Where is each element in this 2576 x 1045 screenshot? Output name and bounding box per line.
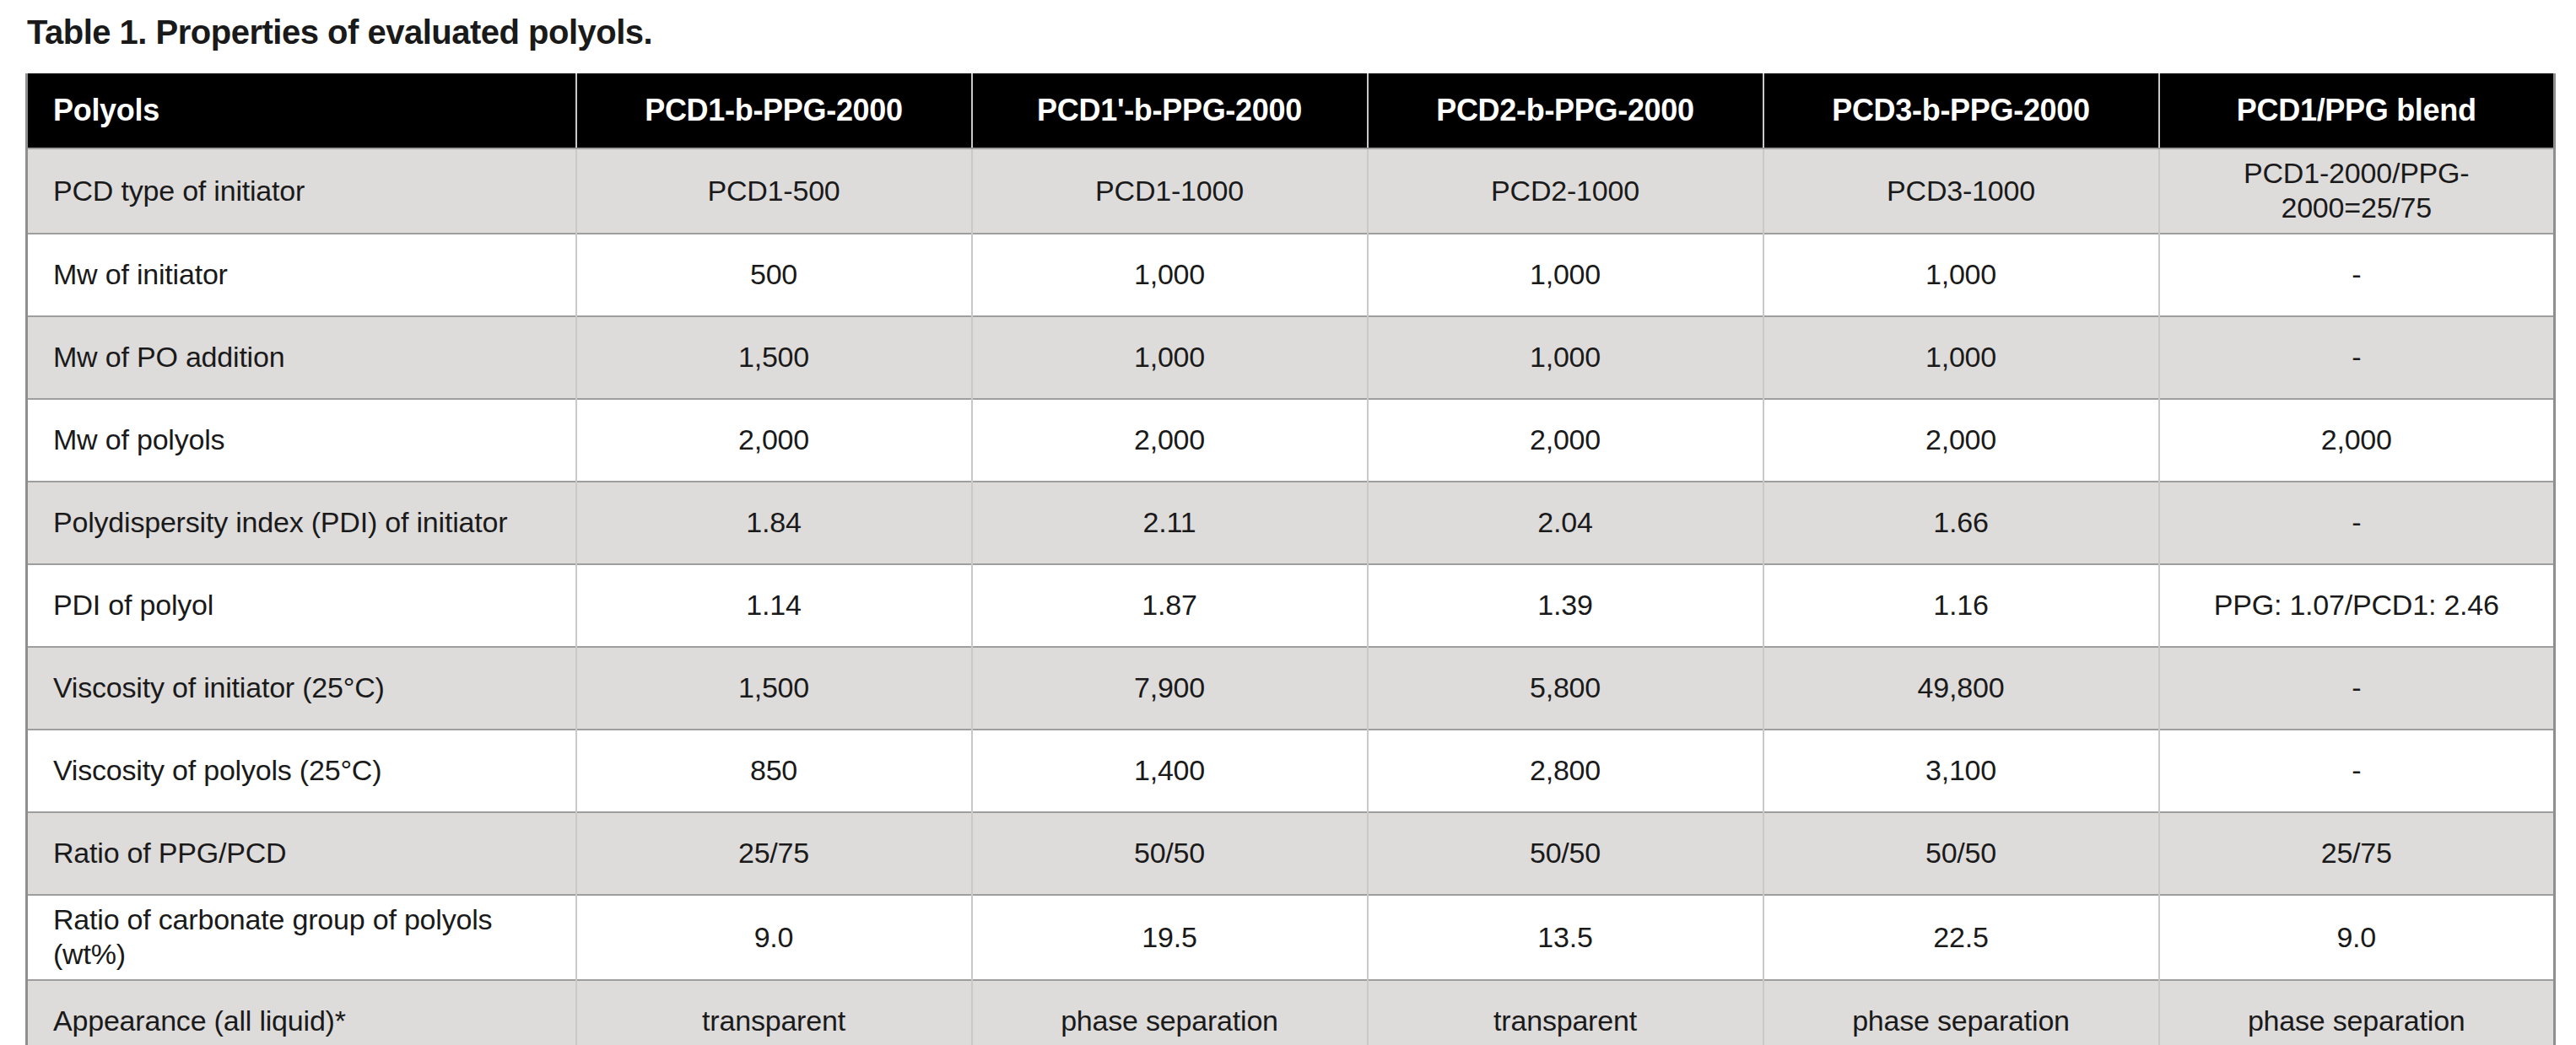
cell: phase separation bbox=[2159, 980, 2555, 1045]
row-label: Appearance (all liquid)* bbox=[27, 980, 576, 1045]
cell: 50/50 bbox=[972, 812, 1368, 895]
cell: 850 bbox=[576, 730, 972, 812]
cell: transparent bbox=[576, 980, 972, 1045]
cell: phase separation bbox=[1763, 980, 2159, 1045]
column-header: PCD3-b-PPG-2000 bbox=[1763, 73, 2159, 148]
cell: PCD1-500 bbox=[576, 148, 972, 234]
cell: 1,000 bbox=[1763, 316, 2159, 399]
table-row: Viscosity of polyols (25°C)8501,4002,800… bbox=[27, 730, 2555, 812]
table-row: Polydispersity index (PDI) of initiator1… bbox=[27, 482, 2555, 564]
cell: 1.14 bbox=[576, 564, 972, 647]
cell: 1,500 bbox=[576, 316, 972, 399]
cell: 500 bbox=[576, 234, 972, 316]
row-label: PCD type of initiator bbox=[27, 148, 576, 234]
row-label: Polydispersity index (PDI) of initiator bbox=[27, 482, 576, 564]
cell: PCD1-2000/PPG-2000=25/75 bbox=[2159, 148, 2555, 234]
cell: 1,000 bbox=[972, 234, 1368, 316]
column-header: PCD1/PPG blend bbox=[2159, 73, 2555, 148]
page: Table 1. Properties of evaluated polyols… bbox=[0, 0, 2576, 1045]
row-label: Ratio of carbonate group of polyols (wt%… bbox=[27, 895, 576, 980]
table-row: Mw of polyols2,0002,0002,0002,0002,000 bbox=[27, 399, 2555, 482]
cell: 2,800 bbox=[1368, 730, 1763, 812]
cell: PCD3-1000 bbox=[1763, 148, 2159, 234]
cell: 25/75 bbox=[2159, 812, 2555, 895]
row-label: Viscosity of polyols (25°C) bbox=[27, 730, 576, 812]
cell: 50/50 bbox=[1763, 812, 2159, 895]
row-label: Mw of PO addition bbox=[27, 316, 576, 399]
cell: 2,000 bbox=[576, 399, 972, 482]
row-label: Mw of polyols bbox=[27, 399, 576, 482]
cell: 1,000 bbox=[1368, 316, 1763, 399]
cell: 1.39 bbox=[1368, 564, 1763, 647]
table-row: PCD type of initiatorPCD1-500PCD1-1000PC… bbox=[27, 148, 2555, 234]
cell: 50/50 bbox=[1368, 812, 1763, 895]
cell: 2,000 bbox=[1763, 399, 2159, 482]
cell: - bbox=[2159, 482, 2555, 564]
cell: 19.5 bbox=[972, 895, 1368, 980]
cell: 25/75 bbox=[576, 812, 972, 895]
cell: 2.11 bbox=[972, 482, 1368, 564]
table-row: Mw of PO addition1,5001,0001,0001,000- bbox=[27, 316, 2555, 399]
table-row: Viscosity of initiator (25°C)1,5007,9005… bbox=[27, 647, 2555, 730]
row-label: Mw of initiator bbox=[27, 234, 576, 316]
cell: phase separation bbox=[972, 980, 1368, 1045]
cell: 1.84 bbox=[576, 482, 972, 564]
table-row: PDI of polyol1.141.871.391.16PPG: 1.07/P… bbox=[27, 564, 2555, 647]
table-row: Ratio of carbonate group of polyols (wt%… bbox=[27, 895, 2555, 980]
cell: - bbox=[2159, 647, 2555, 730]
column-header: PCD1'-b-PPG-2000 bbox=[972, 73, 1368, 148]
cell: 49,800 bbox=[1763, 647, 2159, 730]
cell: 1.87 bbox=[972, 564, 1368, 647]
table-title: Table 1. Properties of evaluated polyols… bbox=[27, 13, 2552, 51]
cell: 3,100 bbox=[1763, 730, 2159, 812]
column-header-polyols: Polyols bbox=[27, 73, 576, 148]
cell: 1,000 bbox=[972, 316, 1368, 399]
cell: transparent bbox=[1368, 980, 1763, 1045]
cell: 2.04 bbox=[1368, 482, 1763, 564]
polyols-table: PolyolsPCD1-b-PPG-2000PCD1'-b-PPG-2000PC… bbox=[25, 73, 2556, 1045]
cell: PCD2-1000 bbox=[1368, 148, 1763, 234]
cell: - bbox=[2159, 316, 2555, 399]
row-label: Viscosity of initiator (25°C) bbox=[27, 647, 576, 730]
cell: 22.5 bbox=[1763, 895, 2159, 980]
table-header-row: PolyolsPCD1-b-PPG-2000PCD1'-b-PPG-2000PC… bbox=[27, 73, 2555, 148]
table-row: Appearance (all liquid)*transparentphase… bbox=[27, 980, 2555, 1045]
table-body: PCD type of initiatorPCD1-500PCD1-1000PC… bbox=[27, 148, 2555, 1045]
cell: 2,000 bbox=[1368, 399, 1763, 482]
column-header: PCD2-b-PPG-2000 bbox=[1368, 73, 1763, 148]
table-row: Mw of initiator5001,0001,0001,000- bbox=[27, 234, 2555, 316]
cell: - bbox=[2159, 730, 2555, 812]
table-row: Ratio of PPG/PCD25/7550/5050/5050/5025/7… bbox=[27, 812, 2555, 895]
cell: 2,000 bbox=[972, 399, 1368, 482]
cell: 1,000 bbox=[1368, 234, 1763, 316]
cell: PPG: 1.07/PCD1: 2.46 bbox=[2159, 564, 2555, 647]
cell: 5,800 bbox=[1368, 647, 1763, 730]
cell: - bbox=[2159, 234, 2555, 316]
cell: 1.16 bbox=[1763, 564, 2159, 647]
row-label: PDI of polyol bbox=[27, 564, 576, 647]
column-header: PCD1-b-PPG-2000 bbox=[576, 73, 972, 148]
cell: 1.66 bbox=[1763, 482, 2159, 564]
cell: 1,400 bbox=[972, 730, 1368, 812]
cell: 1,500 bbox=[576, 647, 972, 730]
cell: 13.5 bbox=[1368, 895, 1763, 980]
cell: 1,000 bbox=[1763, 234, 2159, 316]
row-label: Ratio of PPG/PCD bbox=[27, 812, 576, 895]
cell: 9.0 bbox=[576, 895, 972, 980]
cell: 9.0 bbox=[2159, 895, 2555, 980]
cell: 7,900 bbox=[972, 647, 1368, 730]
cell: 2,000 bbox=[2159, 399, 2555, 482]
cell: PCD1-1000 bbox=[972, 148, 1368, 234]
